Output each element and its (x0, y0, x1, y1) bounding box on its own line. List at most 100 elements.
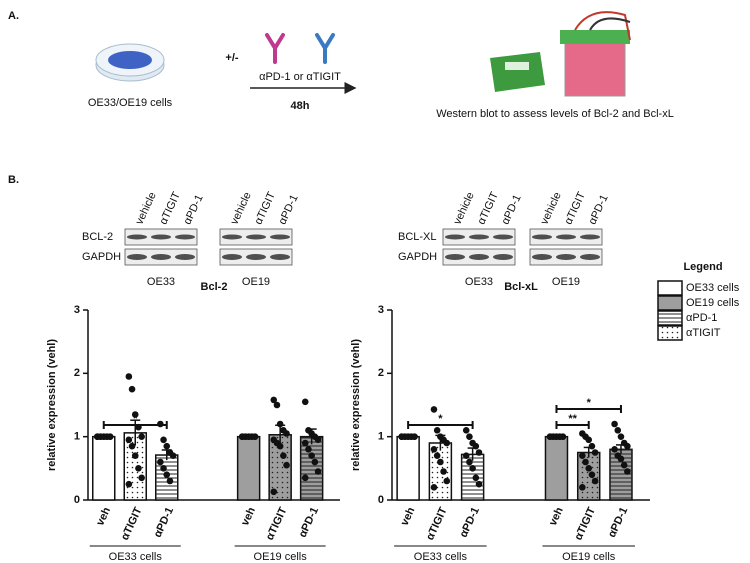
bar-pattern (300, 436, 323, 500)
bar-pattern (577, 452, 600, 500)
blot-band (270, 254, 290, 260)
data-point (462, 452, 470, 459)
legend-label: OE33 cells (686, 282, 740, 294)
bar (544, 435, 569, 501)
blot-band (532, 254, 552, 260)
data-point (125, 373, 133, 380)
panel-label: B. (8, 174, 19, 186)
cell-line-label: OE19 (552, 276, 580, 288)
lane-label: αTIGIT (475, 190, 501, 227)
antibody-icons (265, 33, 335, 64)
data-point (276, 420, 284, 428)
x-tick-label: veh (94, 505, 113, 528)
data-point (440, 468, 447, 475)
data-point (106, 433, 114, 440)
data-point (314, 468, 322, 475)
data-point (620, 461, 628, 469)
group-label: OE19 cells (562, 551, 616, 563)
blot-band (493, 254, 513, 260)
blot-band (151, 254, 171, 260)
data-point (585, 436, 593, 444)
data-point (135, 465, 142, 472)
lane-label: αPD-1 (181, 193, 205, 227)
significance-label: * (587, 397, 592, 409)
y-tick-label: 1 (74, 431, 80, 443)
data-point (94, 433, 101, 440)
legend-label: αTIGIT (686, 327, 721, 339)
data-point (163, 442, 171, 450)
data-point (138, 474, 145, 482)
data-point (270, 396, 278, 404)
group-label: OE33 cells (109, 551, 163, 563)
data-point (166, 477, 174, 485)
x-tick-label: αPD-1 (152, 505, 176, 539)
data-point (588, 442, 596, 450)
blot-control-label: GAPDH (398, 251, 437, 263)
data-point (311, 458, 319, 466)
data-point (469, 465, 476, 472)
blot-band (246, 254, 266, 260)
data-point (614, 427, 622, 434)
blot-band (222, 234, 242, 240)
x-tick-label: αPD-1 (458, 505, 482, 539)
blot-band (270, 234, 290, 240)
data-point (238, 433, 246, 440)
data-point (411, 433, 418, 440)
blot-protein-label: BCL-XL (398, 231, 437, 243)
blot-protein-label: BCL-2 (82, 231, 113, 243)
data-point (308, 452, 315, 459)
blot-band (580, 254, 600, 260)
blot-band (580, 234, 600, 240)
blot-band (175, 234, 195, 240)
y-axis-label: relative expression (vehl) (46, 339, 58, 471)
antibody-label: αPD-1 or αTIGIT (259, 71, 341, 83)
bar-pattern (609, 449, 632, 500)
y-tick-label: 3 (74, 304, 80, 316)
y-tick-label: 3 (378, 304, 384, 316)
data-point (437, 458, 444, 466)
x-tick-label: αTIGIT (572, 505, 598, 542)
chart-title: Bcl-2 (201, 281, 228, 293)
data-point (433, 452, 441, 459)
data-point (585, 465, 593, 472)
data-point (430, 446, 438, 453)
data-point (398, 433, 406, 440)
data-point (128, 385, 136, 393)
data-point (591, 477, 599, 485)
western-blot-apparatus (490, 11, 631, 97)
chart-title: Bcl-xL (504, 281, 538, 293)
data-point (430, 484, 438, 491)
data-point (169, 452, 177, 459)
data-point (160, 465, 167, 472)
data-point (579, 484, 586, 491)
legend-swatch (657, 295, 683, 311)
data-point (125, 480, 133, 488)
data-point (475, 480, 483, 488)
lane-label: αPD-1 (499, 193, 523, 227)
data-point (443, 477, 451, 485)
panel-label: A. (8, 10, 19, 22)
data-point (466, 433, 473, 440)
data-point (475, 449, 483, 456)
blot-band (493, 234, 513, 240)
lane-label: αTIGIT (157, 190, 183, 227)
data-point (283, 461, 290, 469)
lane-label: αPD-1 (276, 193, 300, 227)
data-point (160, 436, 167, 444)
data-point (617, 433, 625, 440)
blot-band (222, 254, 242, 260)
x-tick-label: αTIGIT (119, 505, 145, 542)
data-point (611, 446, 618, 453)
data-point (138, 433, 145, 440)
data-point (588, 471, 596, 478)
data-point (301, 474, 309, 482)
blot-band (556, 254, 576, 260)
x-tick-label: veh (399, 505, 418, 528)
bar (92, 435, 116, 501)
data-point (546, 433, 554, 440)
lane-label: αTIGIT (562, 190, 588, 227)
blot-band (127, 234, 147, 240)
data-point (131, 452, 139, 459)
data-point (472, 474, 480, 482)
cell-line-label: OE19 (242, 276, 270, 288)
